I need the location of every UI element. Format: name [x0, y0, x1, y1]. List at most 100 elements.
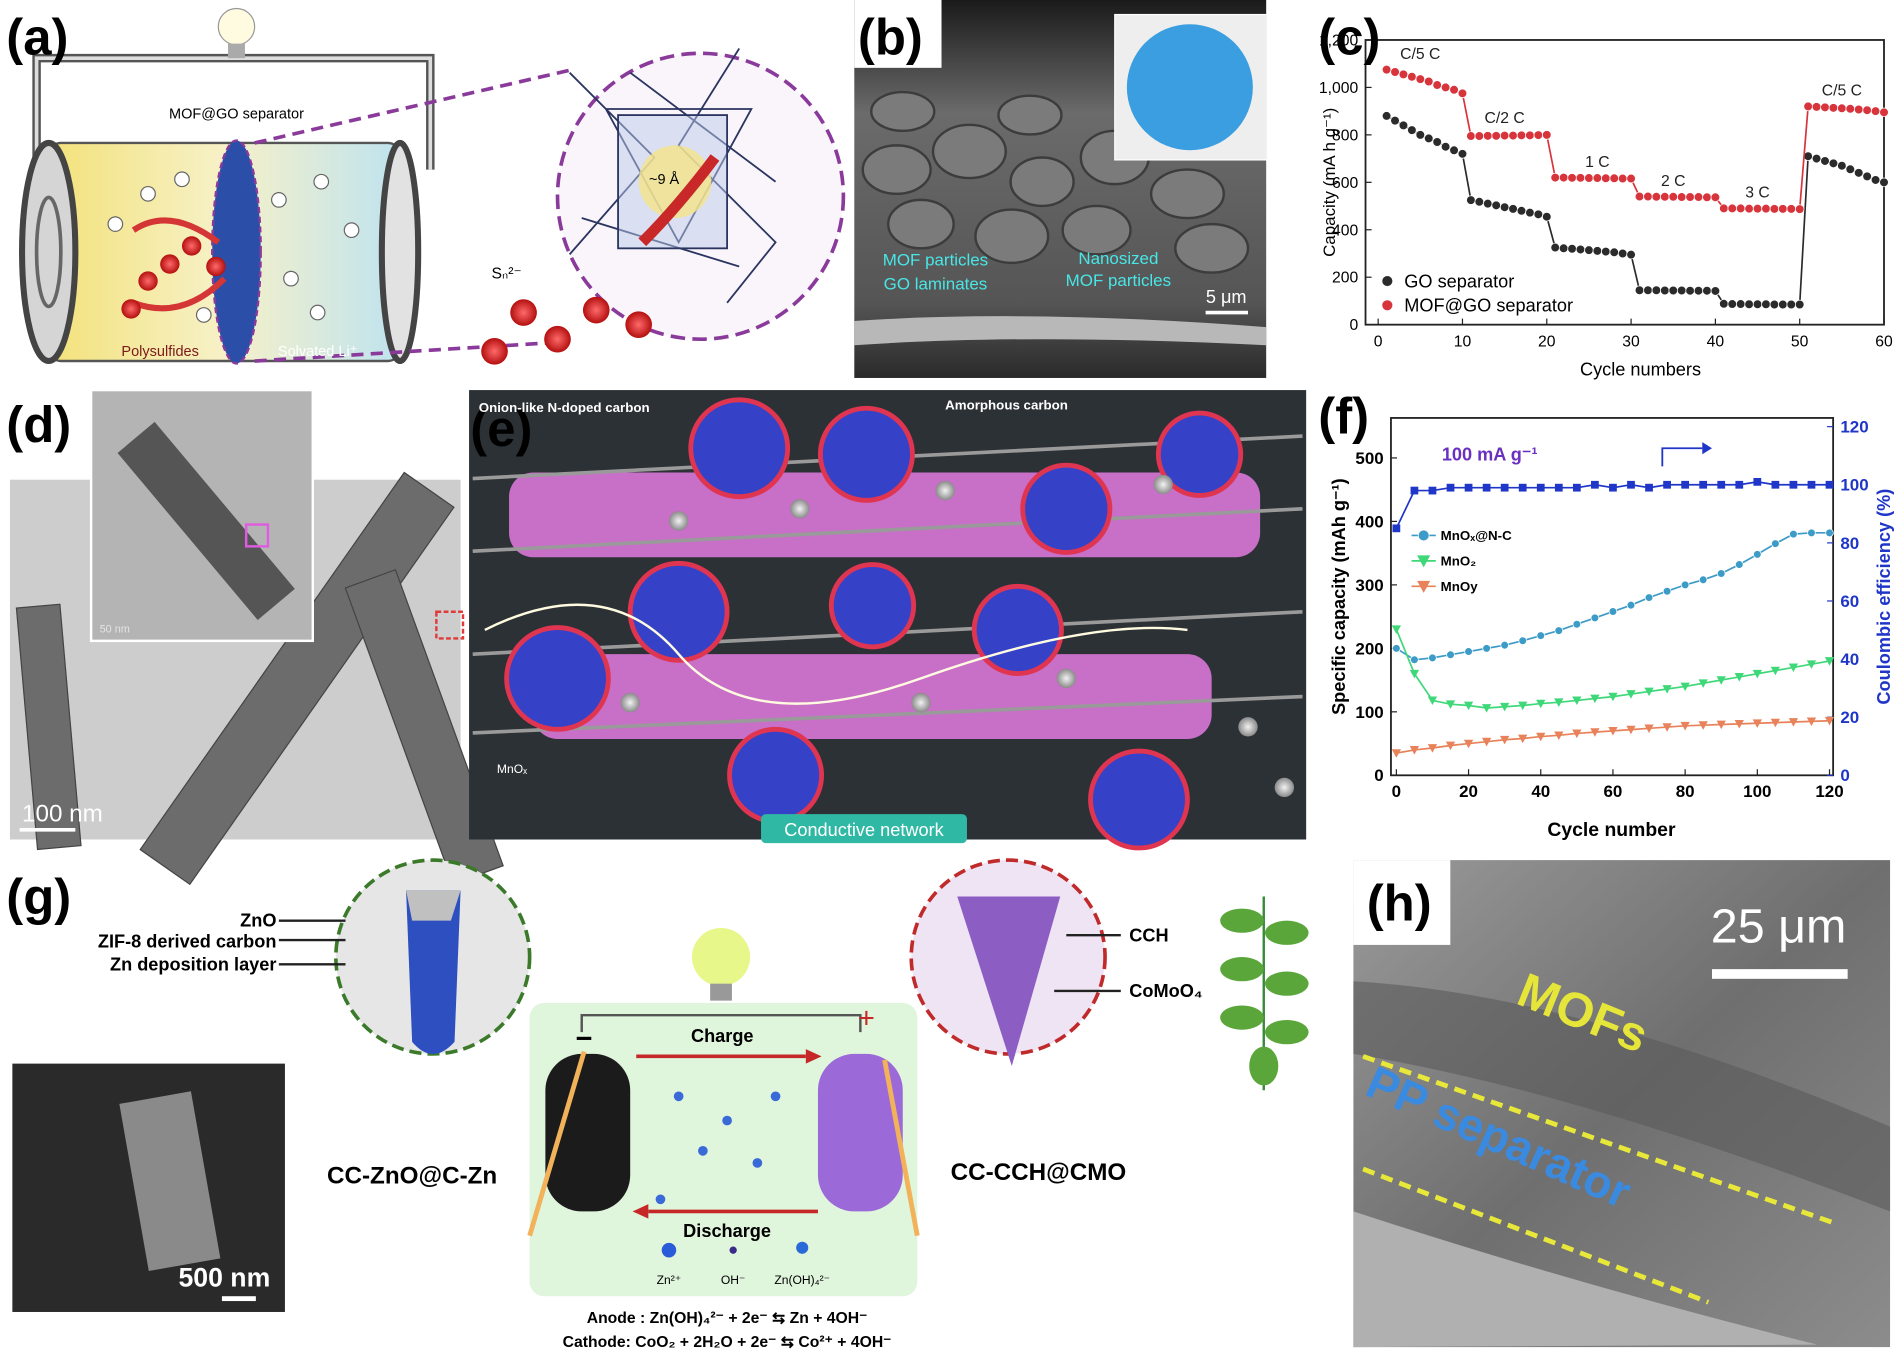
- x-axis-label: Cycle number: [1547, 819, 1676, 841]
- data-point: [1464, 647, 1473, 656]
- data-point: [1716, 720, 1726, 730]
- data-point: [1428, 653, 1437, 663]
- data-point: [1734, 720, 1744, 729]
- data-point: [1789, 529, 1798, 539]
- data-point: [1440, 142, 1451, 152]
- data-point: [1771, 480, 1780, 489]
- data-point: [1466, 131, 1476, 141]
- series-line: [1396, 719, 1830, 754]
- data-point: [1717, 480, 1726, 489]
- y-tick-label: 1,000: [1319, 80, 1359, 97]
- data-point: [1771, 539, 1780, 548]
- y2-tick-label: 60: [1840, 592, 1859, 611]
- data-point: [1457, 149, 1468, 159]
- data-point: [1643, 285, 1653, 295]
- data-point: [1381, 111, 1392, 121]
- data-point: [1601, 173, 1611, 184]
- scale-label: 500 nm: [178, 1263, 270, 1293]
- data-point: [1518, 734, 1528, 744]
- data-point: [1518, 483, 1527, 492]
- panel-a-shape: [254, 68, 571, 145]
- legend-marker: [1381, 275, 1394, 287]
- annotation: GO laminates: [884, 275, 988, 294]
- data-point: [1590, 728, 1600, 737]
- data-point: [1567, 244, 1577, 254]
- data-point: [1734, 673, 1744, 682]
- data-point: [1463, 739, 1474, 749]
- data-point: [1753, 550, 1762, 559]
- panel-b: (b) MOF particles GO laminates Nanosized…: [854, 0, 1268, 378]
- data-point: [1735, 203, 1746, 214]
- data-point: [1828, 158, 1839, 169]
- data-point: [1390, 115, 1400, 126]
- data-point: [1432, 137, 1442, 147]
- data-point: [1499, 130, 1510, 141]
- panel-b-shape-shape: [870, 90, 936, 133]
- legend-label: MnOy: [1441, 579, 1479, 594]
- x-tick-label: 40: [1531, 782, 1550, 801]
- panel-g-shape: [1220, 908, 1309, 1086]
- legend-marker: [1381, 299, 1394, 312]
- panel-h: (h) 25 μm MOFs PP separator: [1353, 860, 1891, 1348]
- annotation: CCH: [1129, 925, 1168, 945]
- y2-tick-label: 20: [1840, 708, 1859, 727]
- data-point: [1381, 64, 1392, 75]
- annotation: 2 C: [1661, 173, 1686, 190]
- data-point: [1651, 285, 1662, 295]
- panel-d-shape: [117, 421, 295, 621]
- data-point: [1584, 245, 1594, 255]
- data-point: [1693, 192, 1704, 202]
- equation: Anode : Zn(OH)₄²⁻ + 2e⁻ ⇆ Zn + 4OH⁻: [587, 1310, 868, 1327]
- y2-axis-label: Coulombic efficiency (%): [1874, 489, 1894, 705]
- data-point: [1681, 480, 1690, 489]
- panel-g-shape-shape: [722, 1115, 732, 1126]
- data-point: [1491, 131, 1501, 141]
- data-point: [1500, 735, 1510, 745]
- data-point: [1645, 483, 1653, 492]
- data-point: [1474, 131, 1485, 141]
- data-point: [1617, 173, 1628, 184]
- panel-g-shape: [580, 1013, 862, 1033]
- data-point: [1391, 625, 1402, 634]
- data-point: [1398, 120, 1409, 131]
- data-point: [1432, 80, 1442, 90]
- panel-a-shape-shape: [121, 299, 141, 319]
- data-point: [1500, 483, 1509, 492]
- pore-label: ~9 Å: [649, 171, 680, 188]
- data-point: [1525, 207, 1535, 218]
- data-point: [1644, 593, 1654, 602]
- data-point: [1626, 173, 1636, 184]
- panel-label: (a): [6, 9, 68, 66]
- data-point: [1415, 74, 1426, 84]
- panel-label: (b): [858, 9, 923, 66]
- x-tick-label: 20: [1538, 333, 1556, 350]
- data-point: [1644, 687, 1654, 697]
- data-point: [1680, 682, 1690, 692]
- panel-a-shape-shape: [138, 271, 158, 291]
- data-point: [1572, 483, 1581, 492]
- panel-b-shape-shape: [887, 198, 955, 250]
- x-tick-label: 60: [1875, 333, 1893, 350]
- panel-g-shape-shape: [1220, 908, 1264, 933]
- panel-g-shape-shape: [1264, 920, 1309, 945]
- x-axis-label: Cycle numbers: [1580, 360, 1701, 380]
- data-point: [1825, 480, 1834, 489]
- data-point: [1807, 480, 1816, 489]
- data-point: [1525, 130, 1535, 141]
- panel-g-shape: [406, 890, 461, 921]
- panel-a-shape-shape: [309, 304, 326, 321]
- data-point: [1803, 101, 1813, 112]
- panel-e-shape: [484, 603, 1188, 705]
- data-point: [1789, 480, 1798, 489]
- data-point: [1449, 85, 1459, 95]
- data-point: [1463, 701, 1474, 711]
- panel-a-shape: [638, 154, 720, 247]
- panel-h-shape: [1711, 969, 1848, 979]
- data-point: [1626, 600, 1636, 610]
- series-line: [1386, 68, 1885, 210]
- x-tick-label: 50: [1791, 333, 1809, 350]
- data-point: [1744, 203, 1754, 214]
- separator-label: MOF@GO separator: [169, 107, 304, 123]
